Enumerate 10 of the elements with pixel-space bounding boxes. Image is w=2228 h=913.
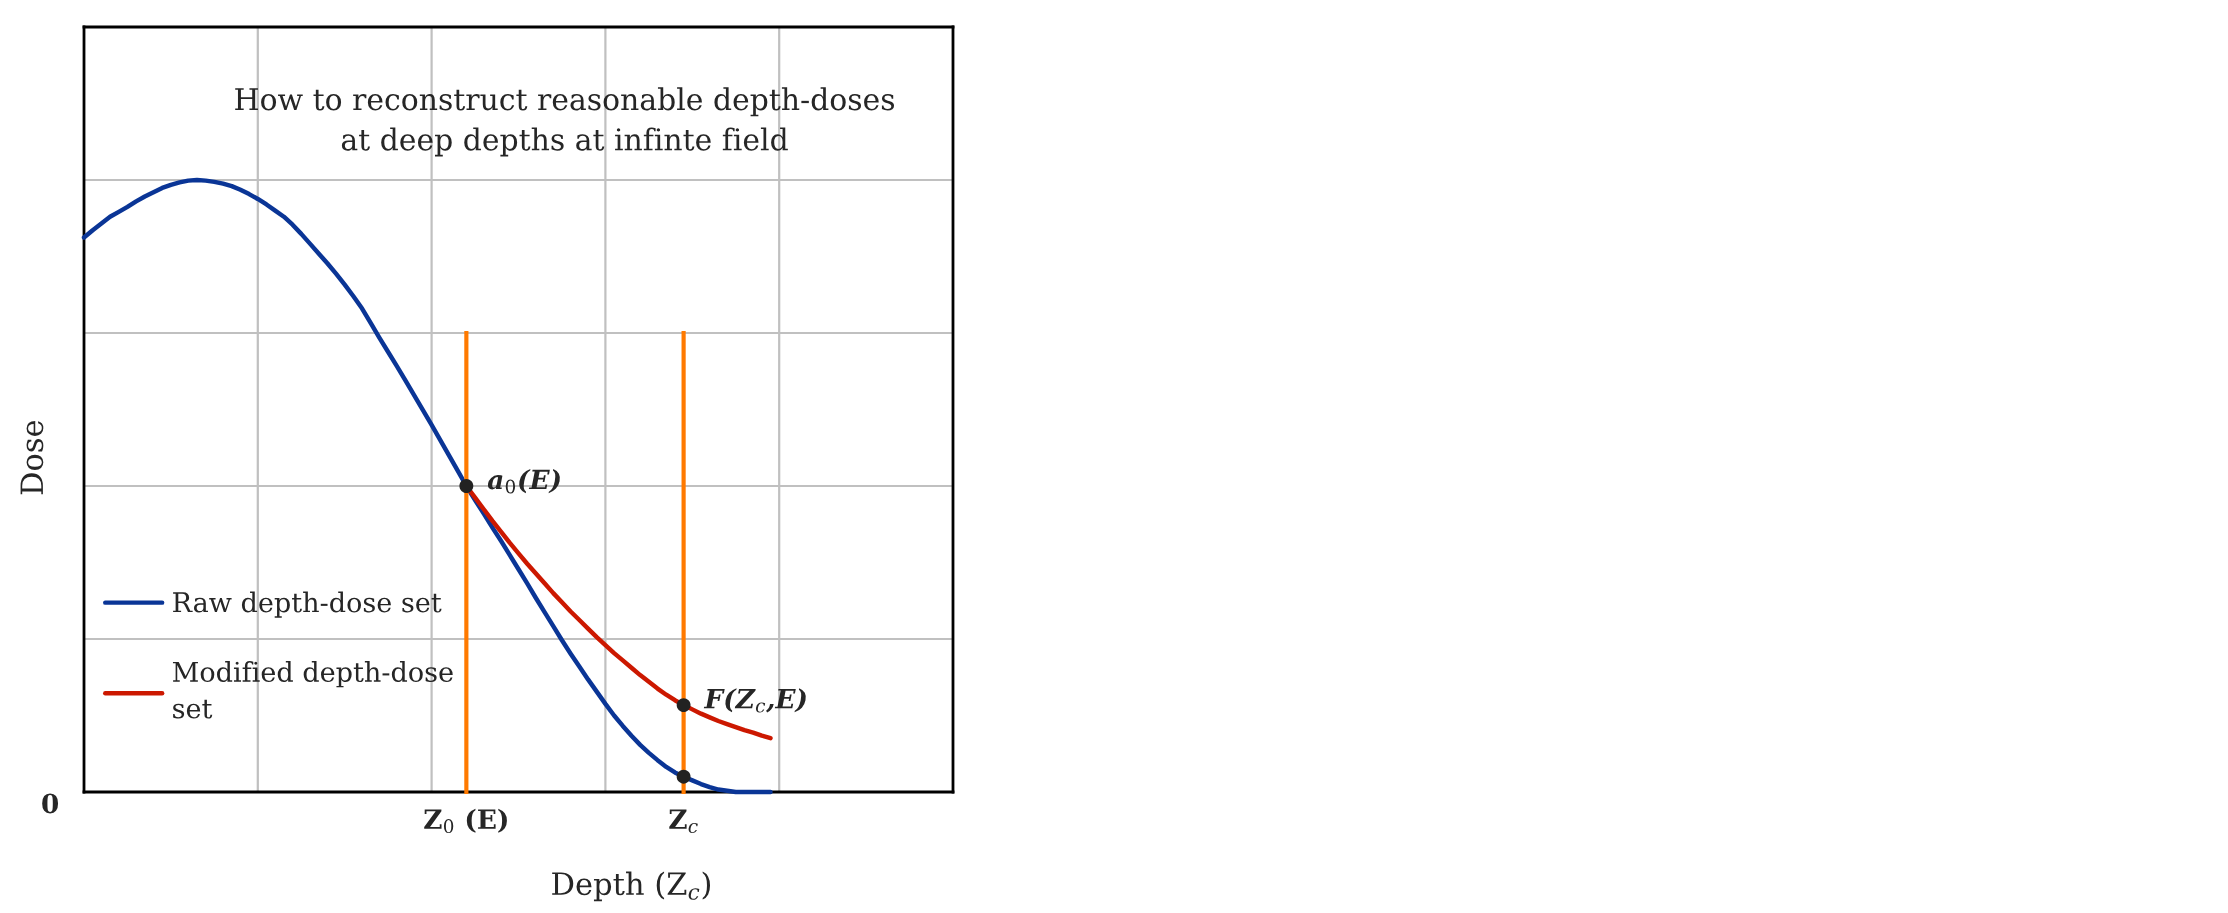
x-tick-label: Z$_{c}$ [669,809,698,834]
x-tick-label: Z$_{0}$ (E) [424,808,507,834]
y-axis-title: Dose [20,420,44,495]
legend-label: Modified depth-dose set [172,661,453,719]
chart-title: How to reconstruct reasonable depth-doses at deep depths at infinte field [235,87,895,157]
text: 0 [42,793,59,814]
legend-label: Raw depth-dose set [173,591,442,618]
annotation: F(Z$_{c}$,E) [703,688,806,713]
x-axis-title: Depth (Z$_{c}$) [552,871,711,902]
annotation: a$_{0}$(E) [487,469,560,494]
